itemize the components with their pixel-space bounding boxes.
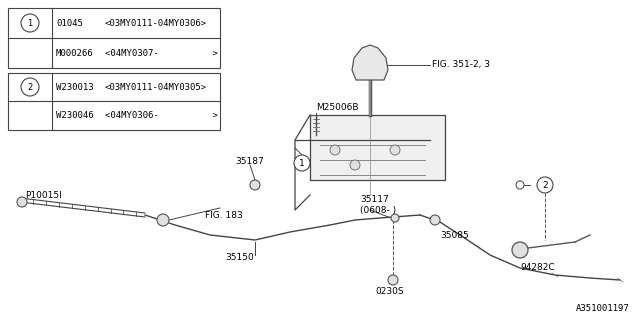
Polygon shape [352, 45, 388, 80]
Circle shape [390, 145, 400, 155]
Text: M25006B: M25006B [316, 103, 358, 113]
Text: (0608- ): (0608- ) [360, 205, 396, 214]
Text: <04MY0307-          >: <04MY0307- > [105, 49, 218, 58]
Text: 35117: 35117 [360, 196, 388, 204]
Text: 35150: 35150 [225, 253, 253, 262]
Text: 0230S: 0230S [375, 287, 404, 297]
Circle shape [21, 14, 39, 32]
Text: W230013: W230013 [56, 83, 93, 92]
Text: <04MY0306-          >: <04MY0306- > [105, 110, 218, 119]
Text: 1: 1 [299, 158, 305, 167]
Circle shape [250, 180, 260, 190]
Circle shape [17, 197, 27, 207]
Text: A351001197: A351001197 [576, 304, 630, 313]
Text: FIG. 183: FIG. 183 [205, 211, 243, 220]
Circle shape [21, 78, 39, 96]
Text: <03MY0111-04MY0305>: <03MY0111-04MY0305> [105, 83, 207, 92]
Circle shape [430, 215, 440, 225]
Circle shape [391, 214, 399, 222]
Bar [8, 8, 220, 68]
Circle shape [516, 181, 524, 189]
Text: FIG. 351-2, 3: FIG. 351-2, 3 [432, 60, 490, 69]
Circle shape [537, 177, 553, 193]
Circle shape [388, 275, 398, 285]
Circle shape [350, 160, 360, 170]
Text: <03MY0111-04MY0306>: <03MY0111-04MY0306> [105, 19, 207, 28]
Text: W230046: W230046 [56, 110, 93, 119]
Bar [8, 73, 220, 130]
Bar [310, 115, 445, 180]
Circle shape [330, 145, 340, 155]
Circle shape [512, 242, 528, 258]
Text: M000266: M000266 [56, 49, 93, 58]
Text: 01045: 01045 [56, 19, 83, 28]
Text: 35187: 35187 [235, 157, 264, 166]
Circle shape [157, 214, 169, 226]
Text: 1: 1 [28, 19, 33, 28]
Text: 94282C: 94282C [520, 262, 555, 271]
Text: 2: 2 [542, 180, 548, 189]
Text: P10015I: P10015I [25, 190, 61, 199]
Circle shape [294, 155, 310, 171]
Text: 2: 2 [28, 83, 33, 92]
Text: 35085: 35085 [440, 230, 468, 239]
